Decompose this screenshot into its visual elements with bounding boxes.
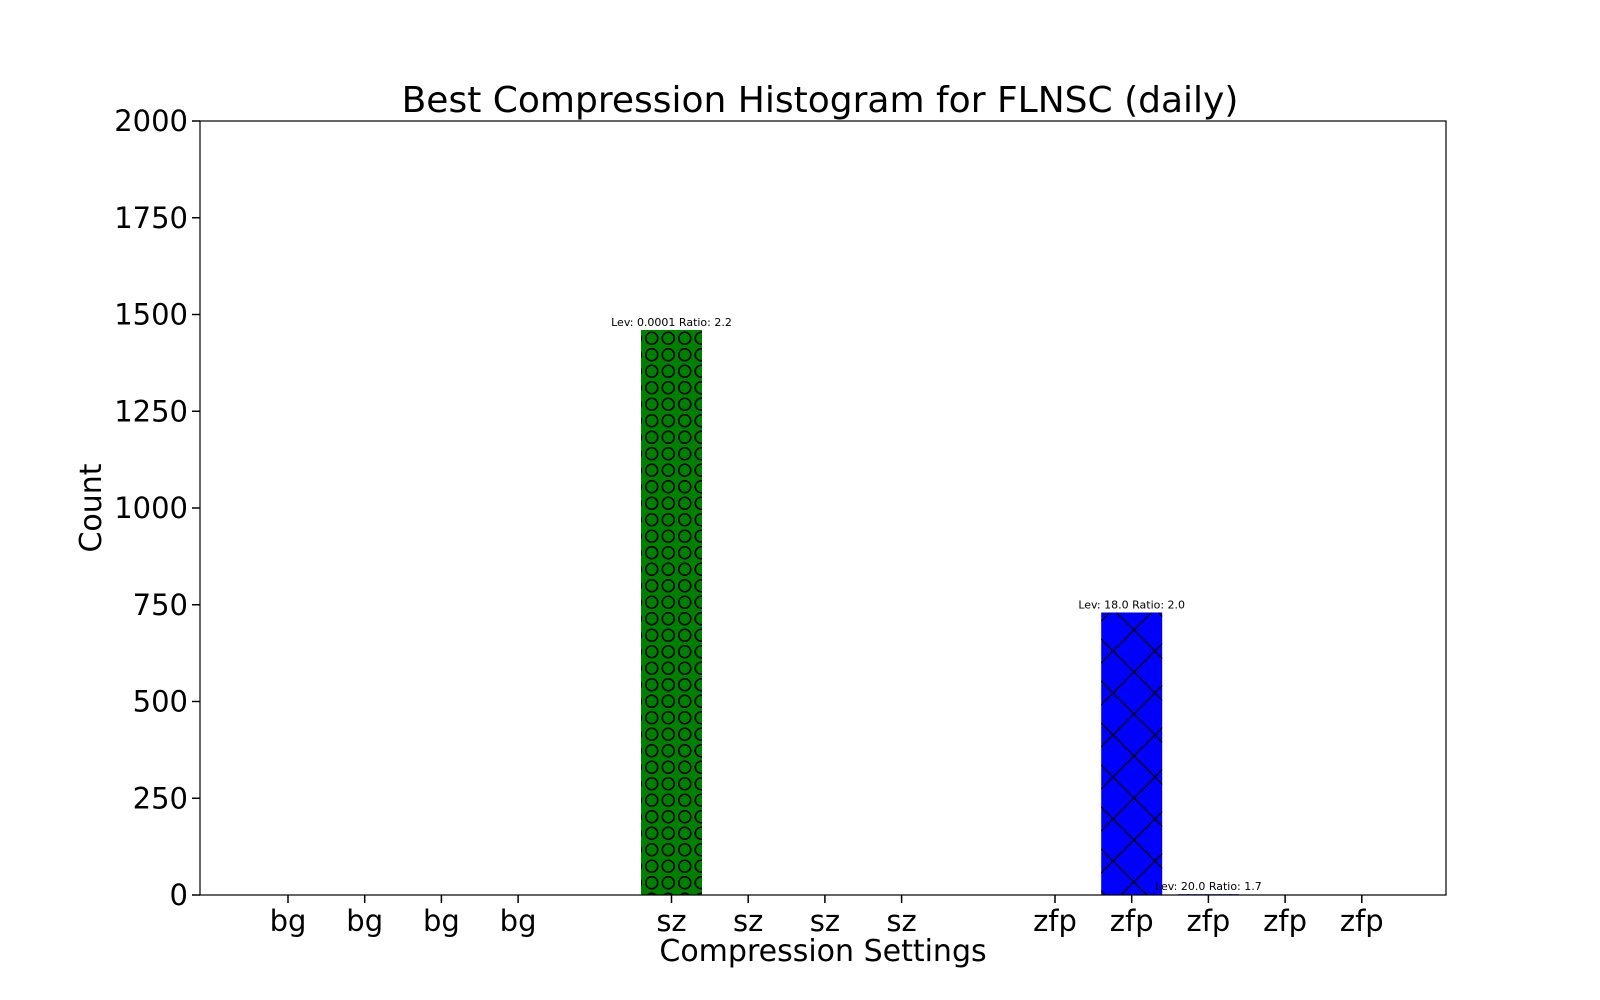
bars-layer [641, 329, 1239, 896]
x-axis-label: Compression Settings [659, 934, 986, 969]
y-tick-label: 1000 [114, 491, 188, 525]
x-tick-label: sz [886, 904, 916, 938]
bar-hatch-zfp [1101, 612, 1163, 895]
x-tick-label: bg [500, 904, 537, 938]
bar-hatch-sz [641, 329, 702, 896]
y-tick-label: 1750 [114, 201, 188, 235]
x-tick-label: zfp [1033, 904, 1077, 938]
y-tick-label: 250 [133, 781, 188, 815]
y-axis-label: Count [74, 463, 109, 552]
x-tick-label: sz [810, 904, 840, 938]
y-tick-label: 500 [133, 685, 188, 719]
y-tick-label: 2000 [114, 104, 188, 138]
chart-title: Best Compression Histogram for FLNSC (da… [402, 80, 1239, 121]
plot-frame [199, 120, 1447, 896]
y-axis: 0 250 500 750 1000 1250 1500 1750 2000 [114, 104, 200, 912]
y-tick-label: 1500 [114, 298, 188, 332]
y-tick-label: 1250 [114, 394, 188, 428]
y-tick-label: 750 [133, 588, 188, 622]
x-tick-label: bg [270, 904, 307, 938]
bar-annotation: Lev: 18.0 Ratio: 2.0 [1078, 598, 1185, 611]
x-tick-label: zfp [1263, 904, 1307, 938]
y-tick-label: 0 [170, 878, 188, 912]
x-tick-label: zfp [1186, 904, 1230, 938]
annotations-layer: Lev: 0.0001 Ratio: 2.2 Lev: 18.0 Ratio: 2… [611, 316, 1262, 893]
x-tick-label: sz [733, 904, 763, 938]
x-tick-label: bg [346, 904, 383, 938]
x-tick-label: zfp [1110, 904, 1154, 938]
bar-annotation: Lev: 20.0 Ratio: 1.7 [1155, 880, 1262, 893]
x-tick-label: bg [423, 904, 460, 938]
x-tick-label: zfp [1340, 904, 1384, 938]
x-axis: bg bg bg bg sz sz sz sz zfp zfp zfp zfp zfp [270, 895, 1384, 938]
bar-annotation: Lev: 0.0001 Ratio: 2.2 [611, 316, 732, 329]
x-tick-label: sz [656, 904, 686, 938]
